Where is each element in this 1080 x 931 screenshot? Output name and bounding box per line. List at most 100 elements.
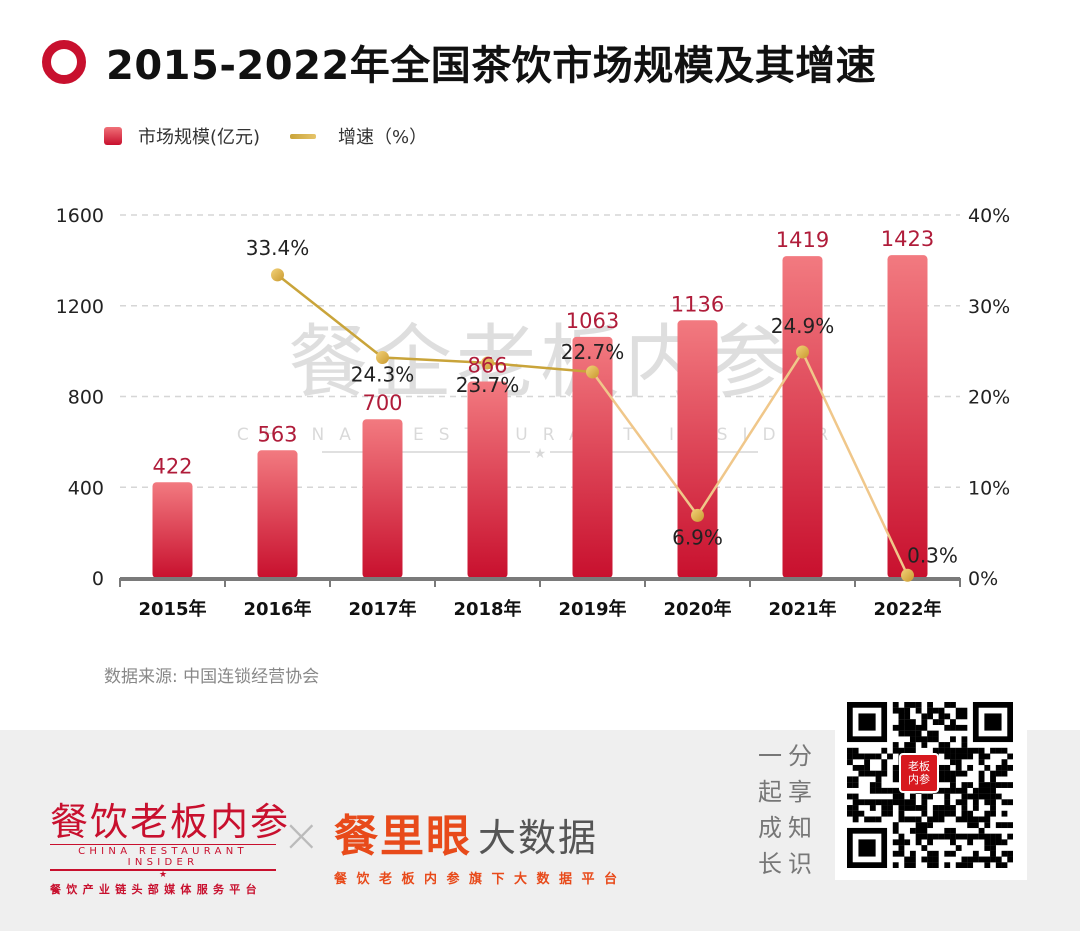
right-tick-label: 30% bbox=[968, 296, 1010, 318]
qr-module bbox=[1001, 822, 1008, 829]
growth-line-segment bbox=[591, 371, 699, 517]
qr-module bbox=[904, 730, 911, 737]
qr-module bbox=[875, 816, 882, 823]
slogan-char: 一 bbox=[758, 742, 782, 770]
qr-module bbox=[887, 810, 893, 817]
left-tick-label: 800 bbox=[68, 387, 104, 409]
qr-module bbox=[950, 702, 956, 708]
qr-module bbox=[967, 764, 974, 771]
combo-chart: 餐企老板内参 CHINA RESTAURANT INSIDER ★ 0 400 80… bbox=[56, 205, 1011, 620]
qr-module bbox=[864, 753, 871, 760]
qr-module bbox=[864, 816, 871, 823]
qr-module bbox=[847, 782, 853, 788]
qr-module bbox=[909, 736, 916, 743]
growth-value-label: 23.7% bbox=[456, 373, 520, 397]
qr-module bbox=[1001, 850, 1008, 857]
qr-module bbox=[932, 856, 939, 863]
brand2-name: 餐里眼 bbox=[334, 811, 472, 862]
qr-module bbox=[892, 702, 899, 708]
qr-module bbox=[984, 822, 991, 829]
qr-module bbox=[972, 799, 979, 806]
qr-module bbox=[904, 805, 911, 811]
qr-module bbox=[967, 862, 974, 868]
qr-module bbox=[961, 833, 968, 840]
qr-module bbox=[1007, 833, 1013, 840]
qr-module bbox=[852, 810, 859, 817]
qr-module bbox=[938, 810, 945, 817]
qr-module bbox=[921, 805, 928, 811]
qr-module bbox=[915, 707, 922, 714]
qr-module bbox=[932, 810, 939, 817]
qr-module bbox=[967, 833, 974, 840]
bar bbox=[467, 381, 508, 578]
qr-module bbox=[921, 827, 928, 834]
qr-module bbox=[869, 805, 876, 811]
qr-module bbox=[950, 827, 956, 834]
qr-module bbox=[898, 845, 905, 851]
qr-module bbox=[858, 770, 865, 777]
qr-module bbox=[852, 764, 859, 771]
qr-module bbox=[898, 810, 905, 817]
qr-module bbox=[847, 776, 853, 783]
title-row: 2015-2022年全国茶饮市场规模及其增速 bbox=[42, 32, 876, 92]
qr-module bbox=[909, 702, 916, 708]
qr-module bbox=[972, 787, 979, 794]
qr-module bbox=[881, 799, 888, 806]
qr-module bbox=[984, 753, 991, 760]
growth-value-label: 22.7% bbox=[561, 340, 625, 364]
qr-module bbox=[995, 862, 1002, 868]
qr-module bbox=[892, 827, 899, 834]
bar-value-label: 563 bbox=[257, 422, 297, 446]
qr-module bbox=[967, 822, 974, 829]
qr-module bbox=[1007, 782, 1013, 788]
qr-module bbox=[915, 816, 922, 823]
qr-module bbox=[881, 759, 888, 766]
qr-module bbox=[990, 805, 996, 811]
qr-module bbox=[995, 782, 1002, 788]
qr-module bbox=[852, 816, 859, 823]
qr-module bbox=[972, 850, 979, 857]
qr-module bbox=[984, 862, 991, 868]
qr-module bbox=[990, 787, 996, 794]
qr-module bbox=[990, 833, 996, 840]
qr-module bbox=[938, 713, 945, 720]
qr-module bbox=[972, 747, 979, 754]
qr-module bbox=[921, 810, 928, 817]
qr-module bbox=[972, 822, 979, 829]
qr-module bbox=[927, 850, 933, 857]
qr-code[interactable]: 老板内参 bbox=[835, 690, 1027, 880]
qr-module bbox=[869, 782, 876, 788]
qr-module bbox=[927, 736, 933, 743]
qr-module bbox=[847, 810, 853, 817]
qr-module bbox=[915, 839, 922, 846]
qr-module bbox=[1001, 747, 1008, 754]
qr-module bbox=[972, 856, 979, 863]
labels: 422 563 700 866 1063 1136 1419 1423 33.4% 24.3% 23… bbox=[152, 227, 957, 567]
brand1-star-icon: ★ bbox=[158, 870, 168, 880]
qr-module bbox=[847, 753, 853, 760]
qr-module bbox=[927, 833, 933, 840]
qr-module bbox=[955, 713, 962, 720]
qr-module bbox=[972, 833, 979, 840]
qr-module bbox=[915, 702, 922, 708]
qr-module bbox=[961, 810, 968, 817]
qr-module bbox=[944, 810, 951, 817]
qr-module bbox=[955, 753, 962, 760]
qr-module bbox=[932, 862, 939, 868]
qr-module bbox=[961, 816, 968, 823]
qr-module bbox=[892, 776, 899, 783]
x-tick-label: 2022年 bbox=[873, 598, 941, 620]
brand2-suffix: 大数据 bbox=[478, 816, 599, 860]
qr-module bbox=[972, 805, 979, 811]
qr-module bbox=[995, 833, 1002, 840]
x-tick-label: 2016年 bbox=[243, 598, 311, 620]
qr-module bbox=[927, 816, 933, 823]
qr-module bbox=[909, 742, 916, 748]
qr-module bbox=[978, 816, 985, 823]
qr-module bbox=[950, 839, 956, 846]
x-axis: 2015年 2016年 2017年 2018年 2019年 2020年 2021年 2022年 bbox=[119, 577, 961, 620]
qr-module bbox=[944, 799, 951, 806]
qr-module bbox=[915, 827, 922, 834]
qr-module bbox=[961, 707, 968, 714]
qr-module bbox=[875, 782, 882, 788]
